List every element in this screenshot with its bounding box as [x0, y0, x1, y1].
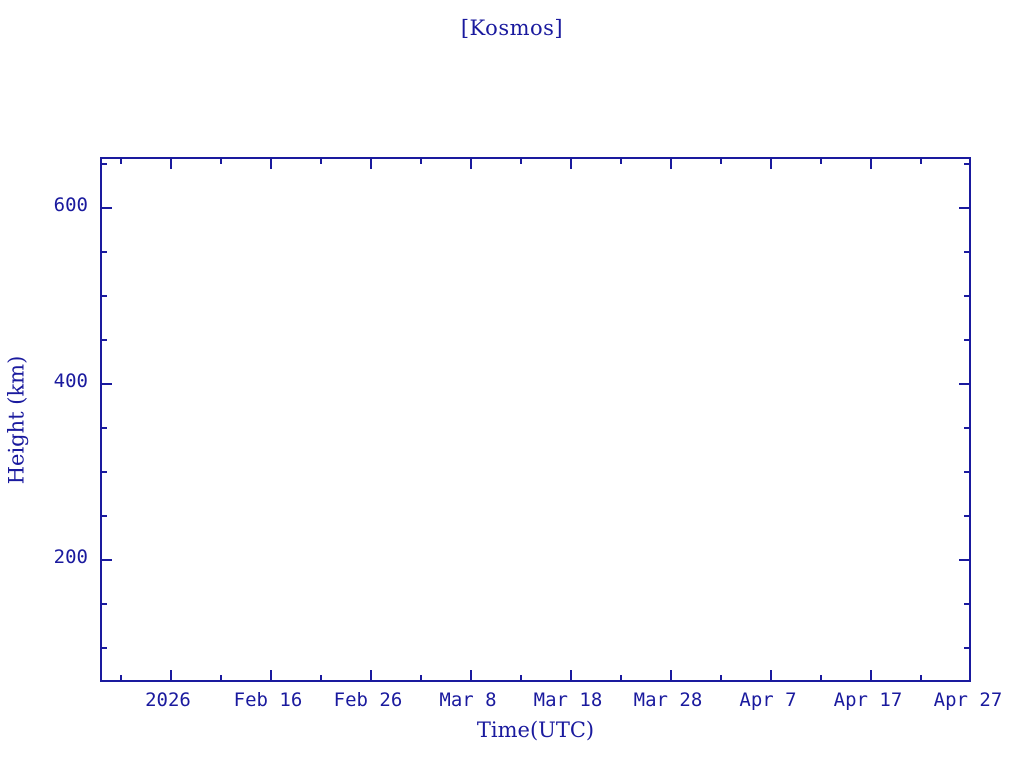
x-axis-major-tick: [470, 159, 472, 169]
x-axis-major-tick: [370, 159, 372, 169]
y-axis-tick-label: 600: [53, 194, 88, 216]
y-axis-minor-tick: [964, 603, 969, 605]
x-axis-minor-tick: [620, 159, 622, 164]
x-axis-minor-tick: [720, 159, 722, 164]
y-axis-major-tick: [959, 383, 969, 385]
x-axis-minor-tick: [220, 159, 222, 164]
x-axis-minor-tick: [420, 159, 422, 164]
y-axis-major-tick: [102, 559, 112, 561]
y-axis-minor-tick: [102, 515, 107, 517]
x-axis-major-tick: [270, 670, 272, 680]
plot-frame: [100, 157, 971, 682]
x-axis-minor-tick: [520, 159, 522, 164]
y-axis-minor-tick: [964, 295, 969, 297]
x-axis-major-tick: [170, 670, 172, 680]
y-axis-minor-tick: [102, 427, 107, 429]
y-axis-minor-tick: [964, 251, 969, 253]
y-axis-minor-tick: [102, 339, 107, 341]
x-axis-minor-tick: [920, 675, 922, 680]
y-axis-title: Height (km): [2, 157, 30, 682]
x-axis-major-tick: [470, 670, 472, 680]
x-axis-major-tick: [570, 159, 572, 169]
y-axis-minor-tick: [102, 647, 107, 649]
x-axis-major-tick: [370, 670, 372, 680]
x-axis-tick-label: Feb 16: [233, 689, 303, 711]
y-axis-tick-label: 400: [53, 370, 88, 392]
x-axis-minor-tick: [320, 675, 322, 680]
plot-area: [102, 159, 969, 680]
y-axis-minor-tick: [102, 471, 107, 473]
x-axis-major-tick: [170, 159, 172, 169]
x-axis-tick-label: Mar 8: [439, 689, 497, 711]
y-axis-minor-tick: [964, 471, 969, 473]
x-axis-minor-tick: [820, 159, 822, 164]
y-axis-major-tick: [959, 207, 969, 209]
y-axis-minor-tick: [964, 163, 969, 165]
x-axis-tick-label: Apr 7: [739, 689, 797, 711]
y-axis-minor-tick: [964, 339, 969, 341]
x-axis-major-tick: [770, 159, 772, 169]
y-axis-minor-tick: [102, 163, 107, 165]
x-axis-major-tick: [670, 670, 672, 680]
x-axis-minor-tick: [820, 675, 822, 680]
x-axis-tick-label: Mar 18: [533, 689, 603, 711]
x-axis-minor-tick: [720, 675, 722, 680]
x-axis-minor-tick: [220, 675, 222, 680]
y-axis-minor-tick: [102, 251, 107, 253]
page-title: [Kosmos]: [460, 16, 564, 40]
x-axis-title: Time(UTC): [476, 718, 595, 742]
y-axis-major-tick: [102, 207, 112, 209]
x-axis-tick-label: Mar 28: [633, 689, 703, 711]
y-axis-minor-tick: [102, 603, 107, 605]
x-axis-major-tick: [670, 159, 672, 169]
y-axis-minor-tick: [964, 427, 969, 429]
x-axis-major-tick: [570, 670, 572, 680]
y-axis-minor-tick: [102, 295, 107, 297]
x-axis-minor-tick: [120, 159, 122, 164]
x-axis-tick-label: 2026: [145, 689, 191, 711]
x-axis-minor-tick: [120, 675, 122, 680]
y-axis-minor-tick: [964, 515, 969, 517]
x-axis-minor-tick: [620, 675, 622, 680]
x-axis-major-tick: [870, 159, 872, 169]
x-axis-tick-label: Apr 27: [933, 689, 1003, 711]
x-axis-minor-tick: [520, 675, 522, 680]
y-axis-tick-label: 200: [53, 546, 88, 568]
x-axis-minor-tick: [920, 159, 922, 164]
y-axis-major-tick: [102, 383, 112, 385]
y-axis-minor-tick: [964, 647, 969, 649]
y-axis-major-tick: [959, 559, 969, 561]
x-axis-tick-label: Feb 26: [333, 689, 403, 711]
x-axis-major-tick: [270, 159, 272, 169]
y-axis-title-label: Height (km): [4, 355, 29, 484]
x-axis-major-tick: [770, 670, 772, 680]
x-axis-tick-label: Apr 17: [833, 689, 903, 711]
x-axis-major-tick: [870, 670, 872, 680]
y-axis-tick-labels: 200 400 600: [0, 0, 88, 768]
x-axis-minor-tick: [320, 159, 322, 164]
x-axis-minor-tick: [420, 675, 422, 680]
